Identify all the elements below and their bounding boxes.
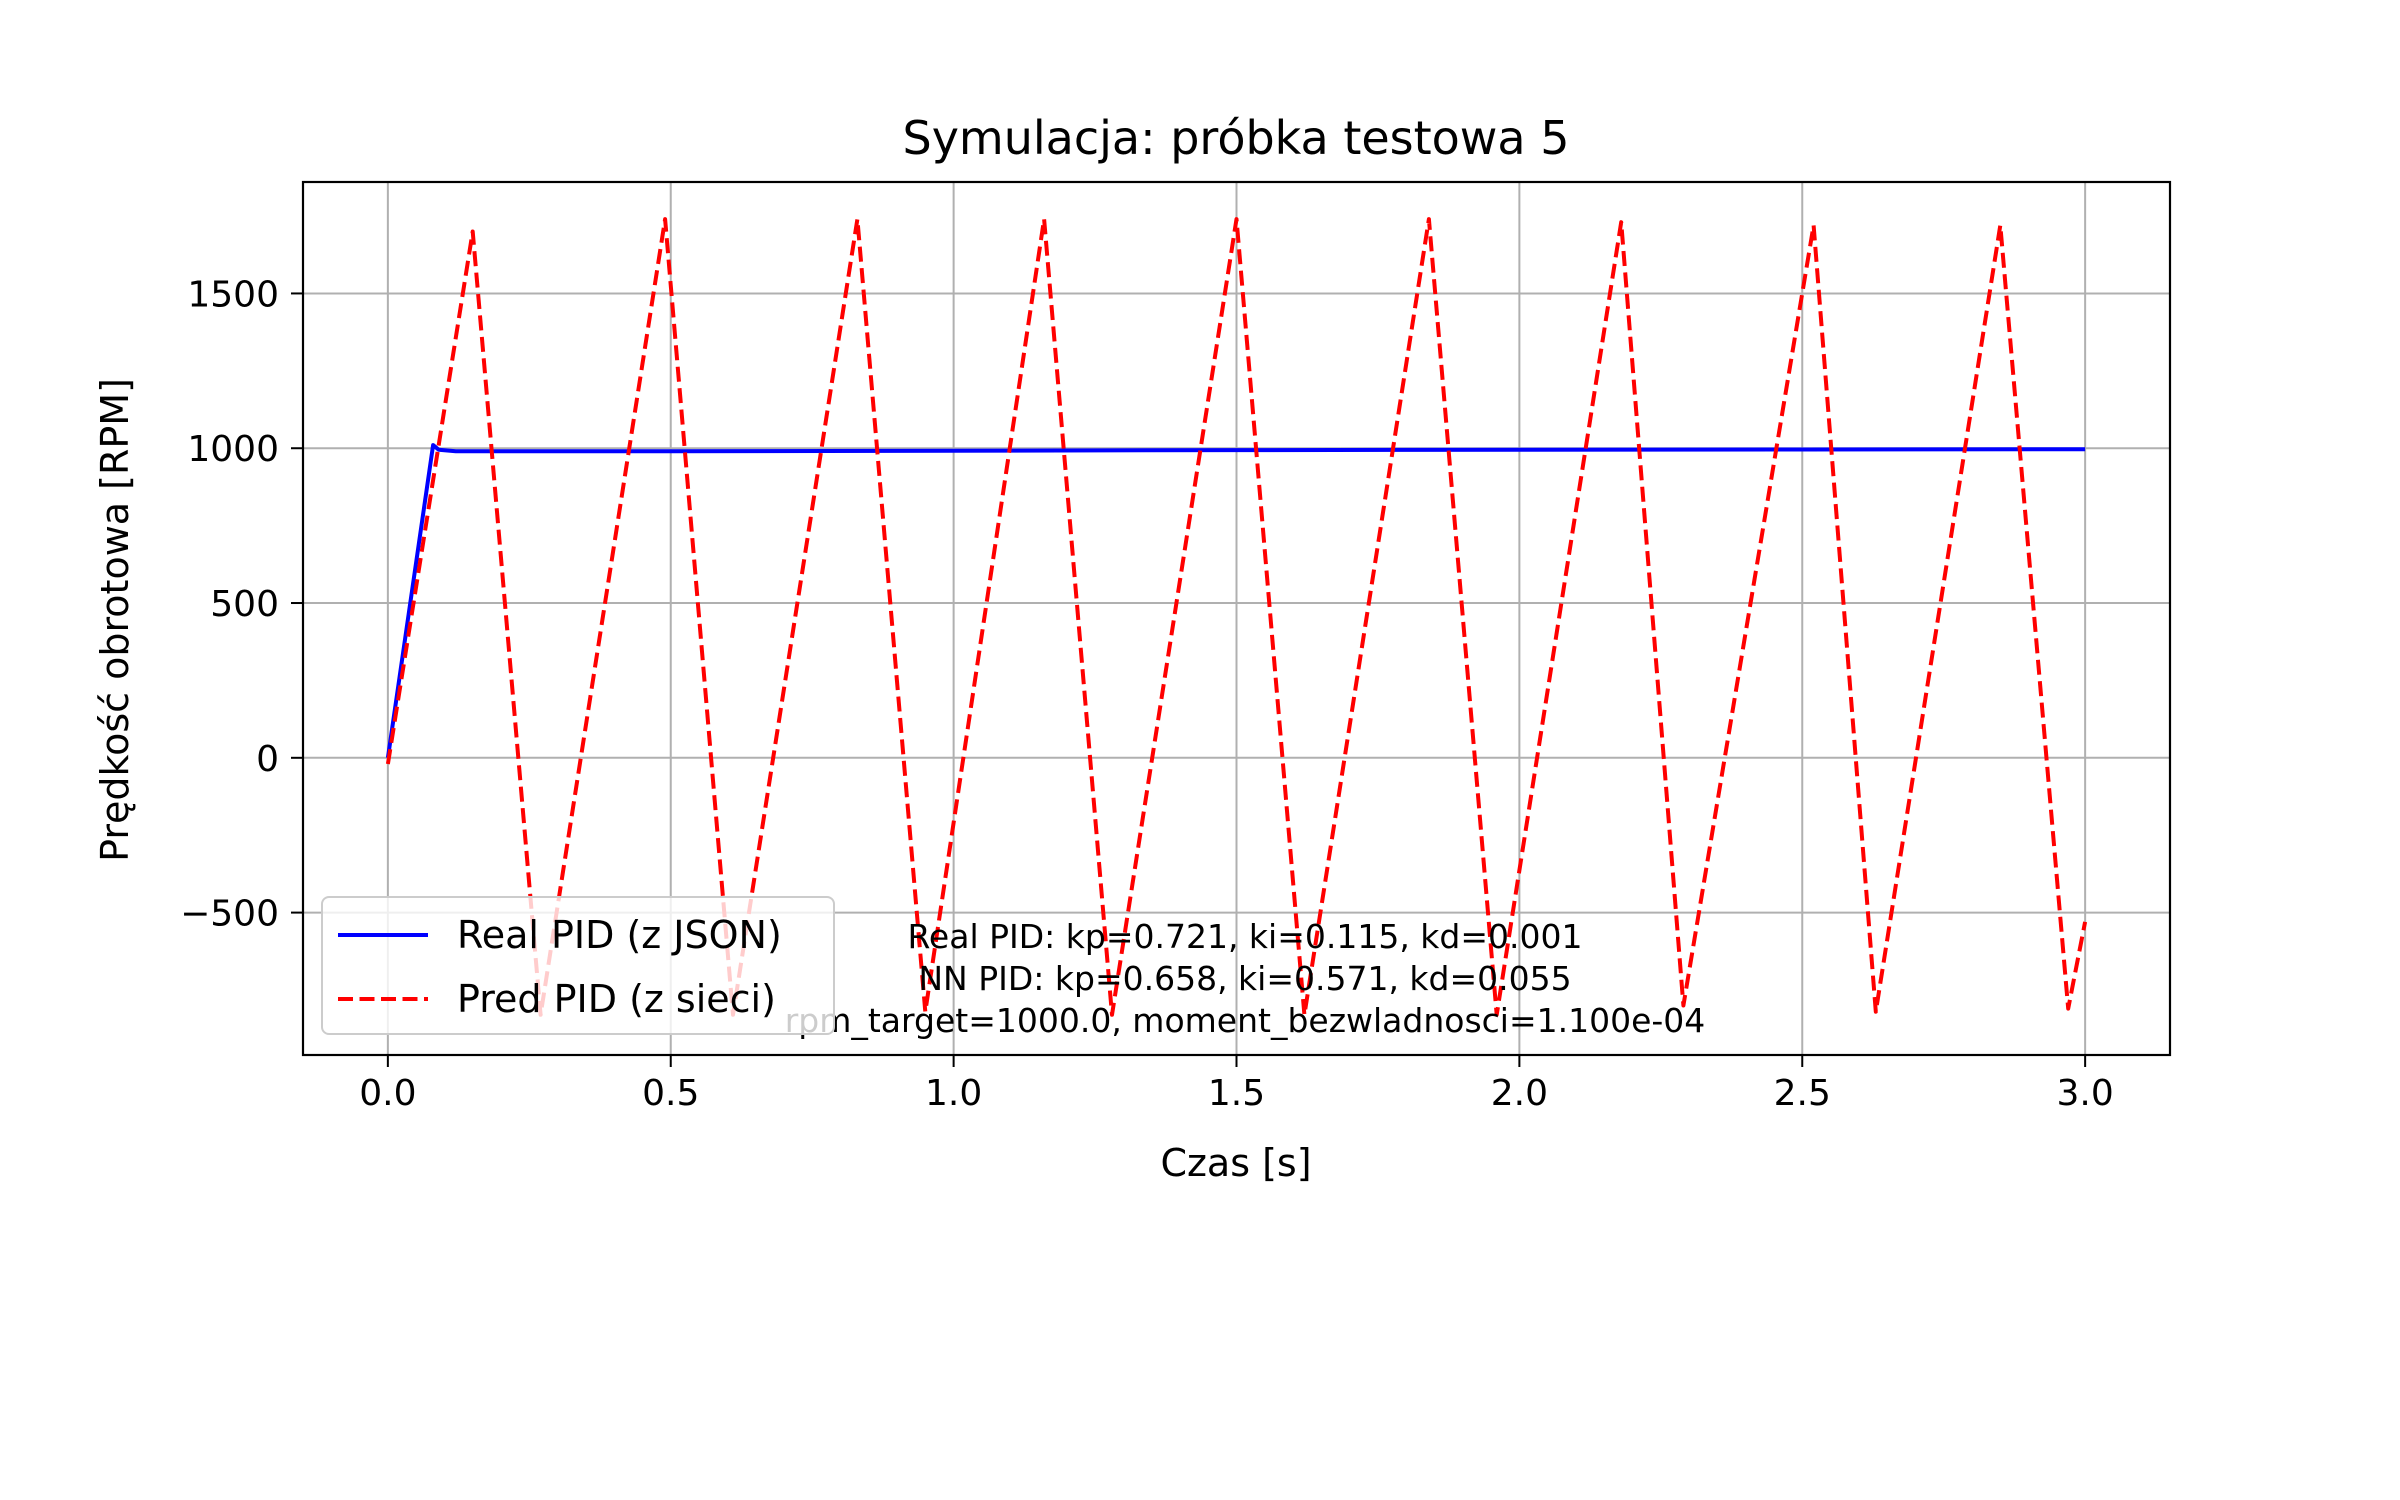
y-axis-label: Prędkość obrotowa [RPM]	[93, 378, 137, 862]
annotation-line-3: rpm_target=1000.0, moment_bezwladnosci=1…	[785, 1001, 1706, 1040]
chart-title: Symulacja: próbka testowa 5	[903, 111, 1570, 165]
series-layer	[385, 217, 2088, 1017]
series-line-2	[385, 217, 2088, 1017]
y-tick-label: 1000	[187, 429, 279, 470]
y-tick-label: 1500	[187, 274, 279, 315]
legend-label-1: Real PID (z JSON)	[457, 913, 782, 957]
legend: Real PID (z JSON) Pred PID (z sieci)	[321, 896, 835, 1035]
grid	[303, 182, 2170, 1055]
x-tick-label: 2.0	[1491, 1073, 1548, 1114]
x-tick-label: 2.5	[1774, 1073, 1831, 1114]
y-tick-label: −500	[180, 894, 279, 935]
annotation-line-1: Real PID: kp=0.721, ki=0.115, kd=0.001	[907, 917, 1582, 956]
annotation-line-2: NN PID: kp=0.658, ki=0.571, kd=0.055	[918, 959, 1571, 998]
ticks: 0.0 0.5 1.0 1.5 2.0 2.5 3.0 −500 0 500 1000 1500	[180, 274, 2114, 1114]
x-tick-label: 1.0	[925, 1073, 982, 1114]
x-axis-label: Czas [s]	[1160, 1141, 1311, 1185]
y-tick-label: 500	[210, 584, 279, 625]
series-line-1	[385, 443, 2086, 759]
x-tick-label: 1.5	[1208, 1073, 1265, 1114]
legend-label-2: Pred PID (z sieci)	[457, 977, 776, 1021]
x-tick-label: 0.5	[642, 1073, 699, 1114]
legend-box	[321, 896, 835, 1035]
annotations: Real PID: kp=0.721, ki=0.115, kd=0.001NN…	[785, 917, 1706, 1040]
y-tick-label: 0	[256, 739, 279, 780]
x-tick-label: 0.0	[359, 1073, 416, 1114]
x-tick-label: 3.0	[2057, 1073, 2114, 1114]
